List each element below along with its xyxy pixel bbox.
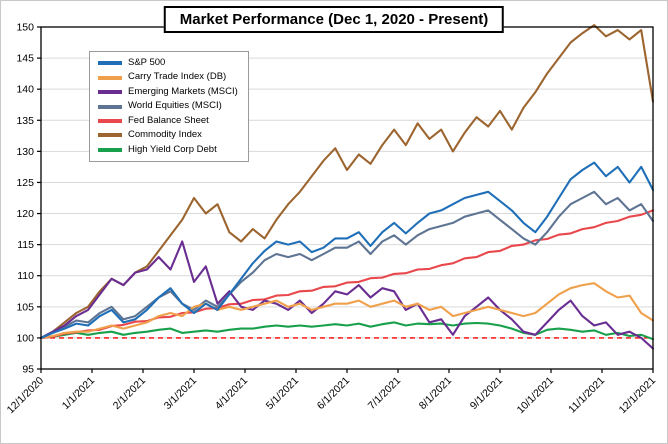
x-axis: 12/1/2020 1/1/2021 2/1/2021 3/1/2021 4/1/202… — [5, 369, 659, 417]
series-lines — [39, 24, 655, 350]
series-line — [39, 24, 655, 339]
y-tick-label: 105 — [16, 301, 34, 313]
series-line — [39, 161, 655, 339]
legend-item: World Equities (MSCI) — [98, 100, 238, 112]
x-tick-label: 4/1/2021 — [213, 375, 250, 412]
x-tick-label: 5/1/2021 — [264, 375, 301, 412]
legend-label: Fed Balance Sheet — [128, 114, 209, 126]
x-tick-label: 6/1/2021 — [315, 375, 352, 412]
legend-label: Carry Trade Index (DB) — [128, 71, 227, 83]
y-axis: 95 100 105 110 115 120 125 130 135 140 145 150 — [16, 22, 41, 376]
x-tick-label: 1/1/2021 — [60, 375, 97, 412]
legend-label: World Equities (MSCI) — [128, 100, 222, 112]
y-tick-label: 125 — [16, 177, 34, 189]
y-tick-label: 150 — [16, 22, 34, 34]
y-tick-label: 110 — [17, 270, 34, 282]
legend-swatch — [98, 90, 122, 95]
legend-item: High Yield Corp Debt — [98, 143, 238, 155]
legend-swatch — [98, 133, 122, 138]
y-tick-label: 95 — [22, 364, 34, 376]
y-tick-label: 100 — [16, 332, 34, 344]
x-tick-label: 7/1/2021 — [366, 375, 403, 412]
legend-swatch — [98, 75, 122, 80]
x-tick-label: 11/1/2021 — [566, 375, 607, 416]
legend: S&P 500 Carry Trade Index (DB) Emerging Ma… — [89, 51, 249, 163]
y-tick-label: 120 — [16, 208, 34, 220]
x-tick-label: 8/1/2021 — [417, 375, 454, 412]
series-line — [39, 209, 655, 339]
series-line — [39, 190, 655, 339]
legend-label: Commodity Index — [128, 129, 202, 141]
legend-swatch — [98, 147, 122, 152]
chart-title: Market Performance (Dec 1, 2020 - Presen… — [163, 6, 505, 33]
legend-item: Carry Trade Index (DB) — [98, 71, 238, 83]
legend-swatch — [98, 104, 122, 109]
x-tick-label: 2/1/2021 — [111, 375, 148, 412]
x-tick-label: 12/1/2021 — [617, 375, 659, 417]
y-tick-label: 115 — [17, 239, 34, 251]
series-line — [39, 321, 655, 341]
legend-item: Emerging Markets (MSCI) — [98, 85, 238, 97]
legend-item: Commodity Index — [98, 129, 238, 141]
x-tick-label: 12/1/2020 — [5, 375, 47, 417]
legend-label: Emerging Markets (MSCI) — [128, 85, 238, 97]
legend-item: Fed Balance Sheet — [98, 114, 238, 126]
series-line — [39, 282, 655, 339]
y-tick-label: 130 — [16, 146, 34, 158]
legend-swatch — [98, 118, 122, 123]
legend-label: High Yield Corp Debt — [128, 143, 217, 155]
legend-label: S&P 500 — [128, 57, 166, 68]
x-tick-label: 3/1/2021 — [162, 375, 199, 412]
x-tick-label: 10/1/2021 — [515, 375, 557, 417]
y-tick-label: 145 — [16, 53, 34, 65]
y-tick-label: 140 — [16, 84, 34, 96]
legend-item: S&P 500 — [98, 57, 238, 68]
legend-swatch — [98, 61, 122, 66]
series-line — [39, 240, 655, 350]
x-tick-label: 9/1/2021 — [468, 375, 505, 412]
y-tick-label: 135 — [16, 115, 34, 127]
